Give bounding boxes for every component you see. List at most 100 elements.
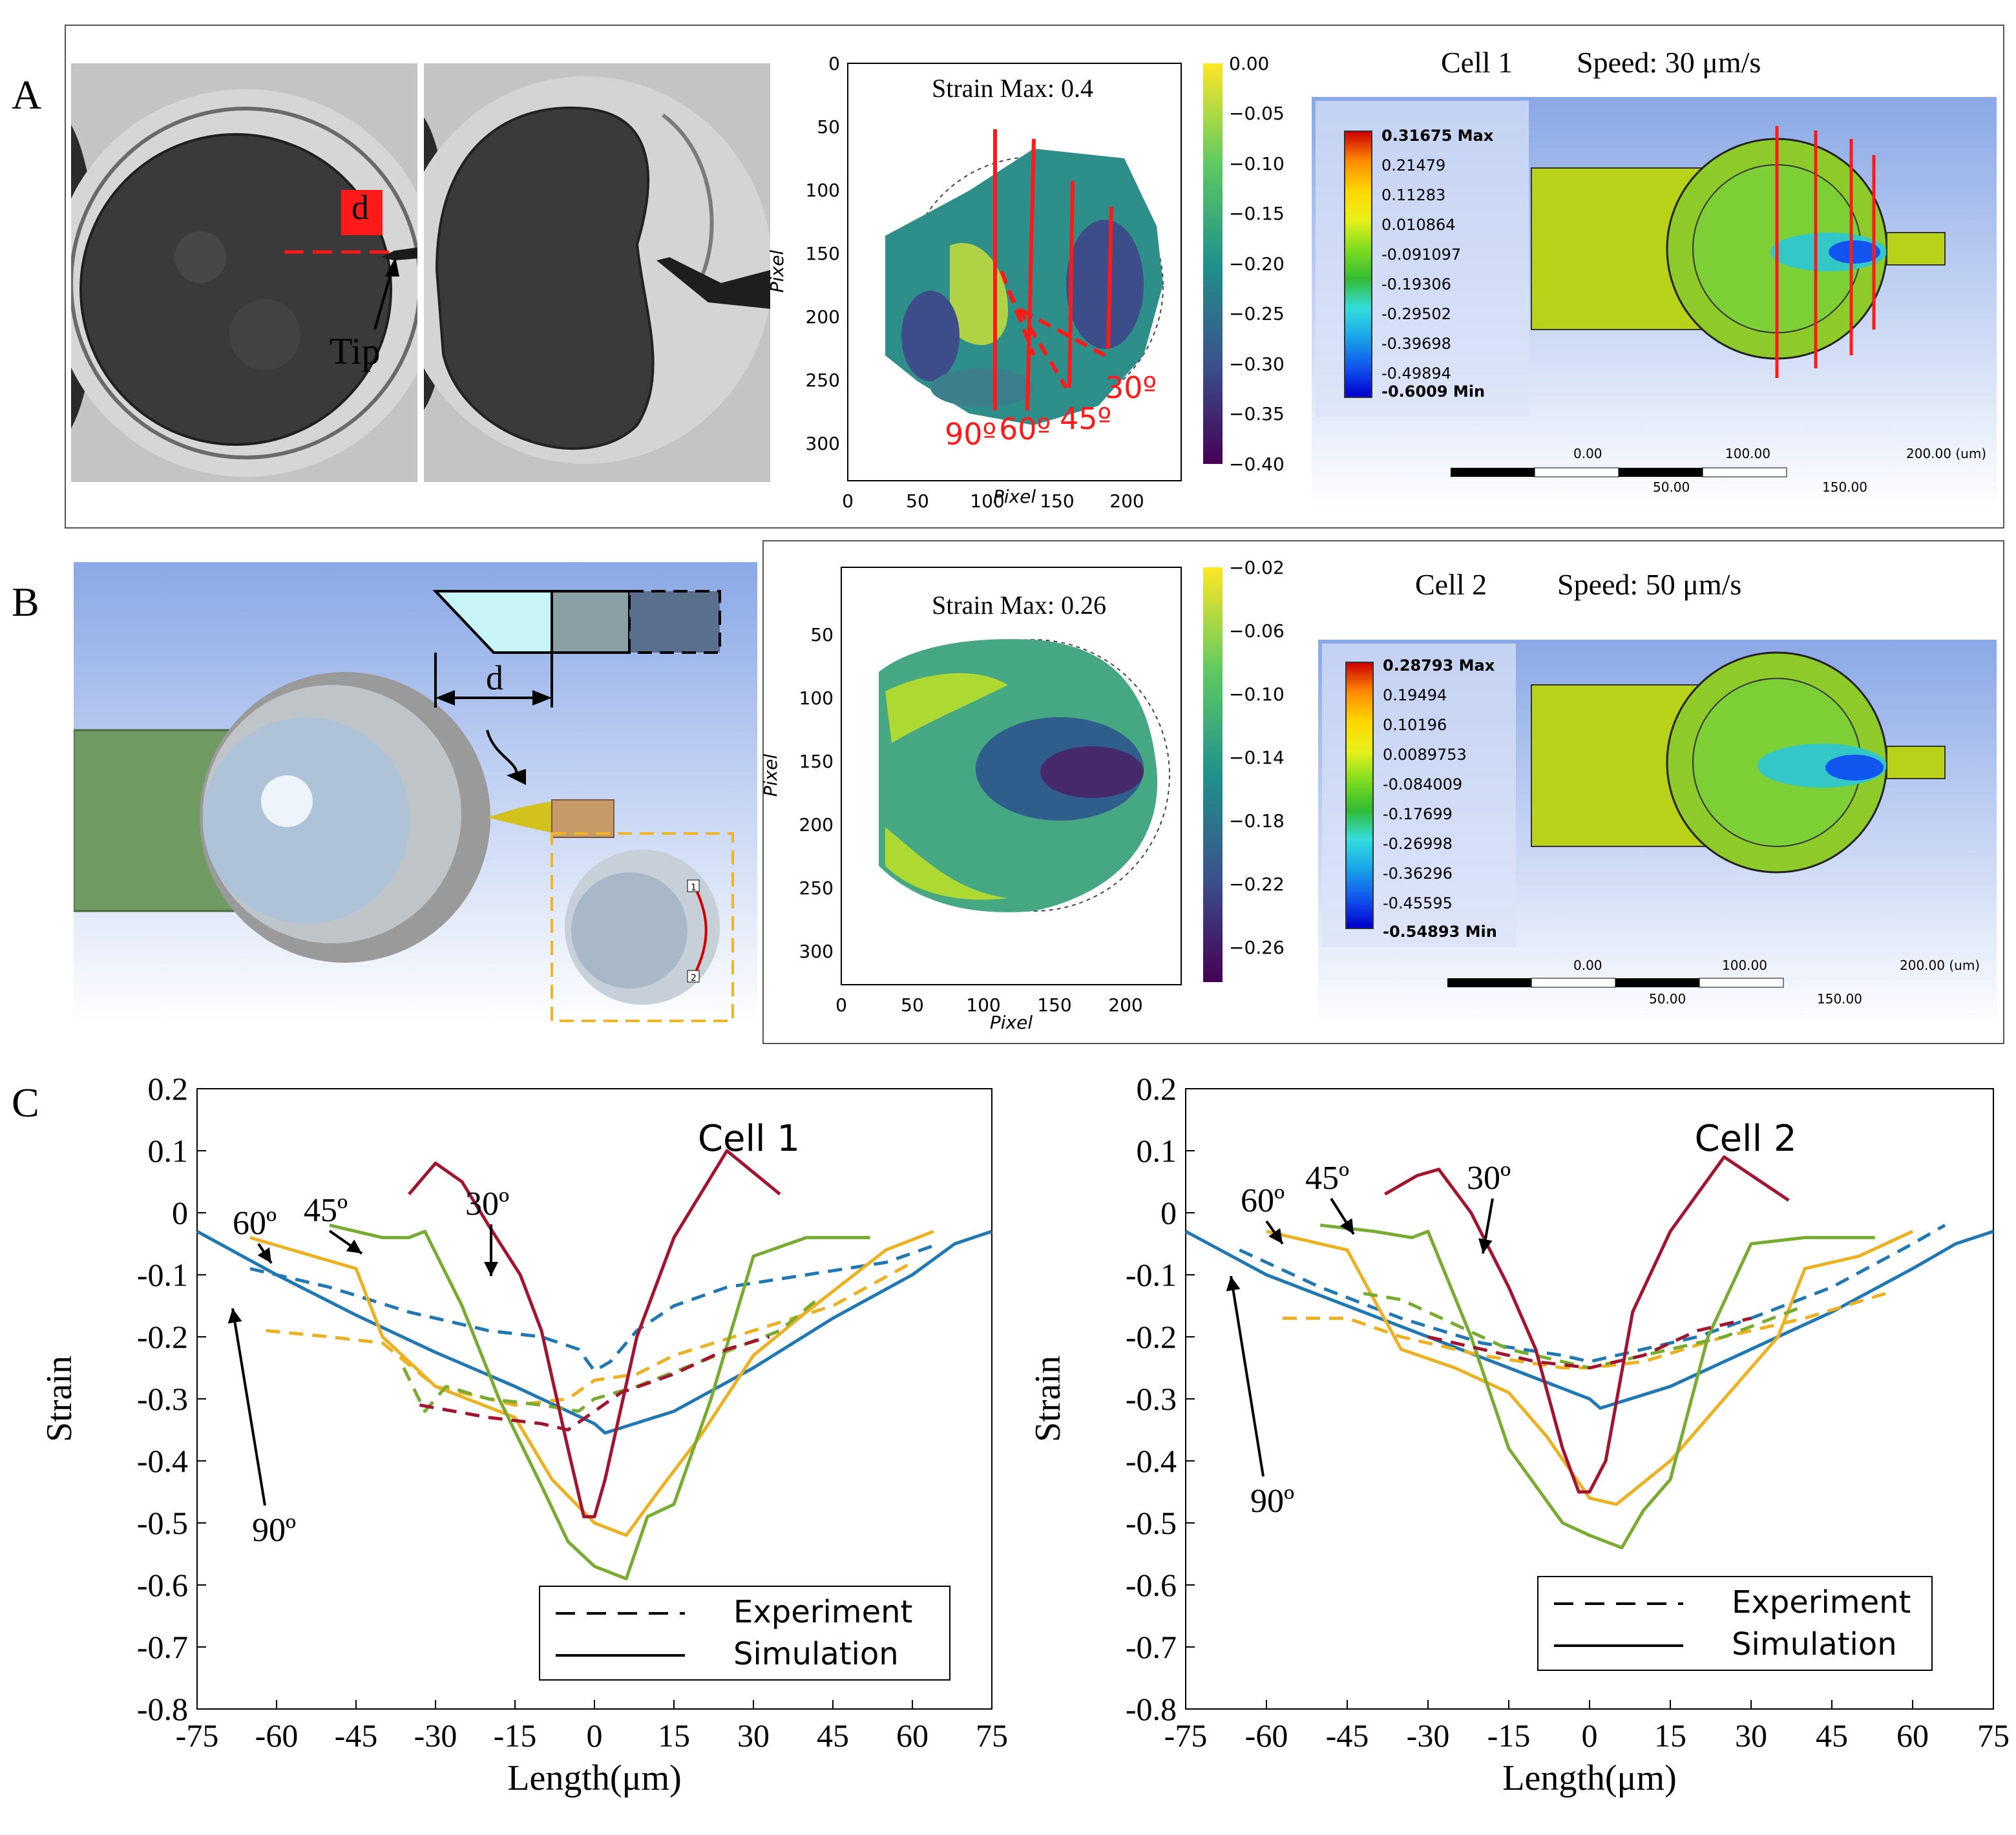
angle-label-30: 30º — [1105, 370, 1157, 405]
contour-b-ytick: 100 — [799, 687, 834, 709]
y-tick-label: -0.8 — [137, 1691, 188, 1727]
contour-a-xtick: 100 — [970, 490, 1004, 512]
angle-arrowhead — [1226, 1276, 1241, 1292]
contour-b-xtick: 100 — [966, 994, 1000, 1016]
angle-label: 45º — [1305, 1160, 1349, 1197]
sim-a-scale-bottom: 50.00 — [1653, 479, 1690, 495]
contour-b-ytick: 250 — [799, 877, 834, 899]
sim-a-legend-value: -0.49894 — [1381, 364, 1451, 383]
sim-b-scale-top: 100.00 — [1722, 958, 1767, 973]
angle-label-45: 45º — [1060, 401, 1111, 436]
legend-box — [539, 1586, 950, 1681]
angle-label: 30º — [465, 1186, 509, 1222]
sim-b-scale-top: 200.00 (um) — [1900, 958, 1980, 973]
y-tick-label: 0.2 — [1137, 1071, 1177, 1107]
sim-b-scale-bottom: 150.00 — [1817, 991, 1862, 1007]
contour-a-xtick: 50 — [906, 490, 929, 512]
sim-b-legend-value: 0.28793 Max — [1383, 656, 1495, 675]
sim-b-legend-value: -0.17699 — [1383, 805, 1453, 823]
y-axis-label: Strain — [1028, 1356, 1068, 1442]
contour-a-ytick: 100 — [806, 180, 840, 201]
series-line — [408, 1149, 781, 1518]
contour-a-ytick: 0 — [828, 53, 840, 74]
contour-a-xticks: 0 50 100 150 200 — [842, 490, 1144, 512]
angle-arrow — [1230, 1275, 1265, 1477]
colorbar-a-tick: −0.05 — [1229, 103, 1285, 124]
x-tick-label: 75 — [1977, 1717, 2010, 1754]
y-tick-label: -0.7 — [1126, 1629, 1177, 1665]
model-b-d-label: d — [486, 658, 503, 697]
chart-title: Cell 1 — [698, 1118, 800, 1160]
angle-label: 60º — [233, 1205, 277, 1242]
sim-b-legend-swatches — [1345, 662, 1374, 929]
contour-a-ytick: 50 — [817, 116, 840, 138]
series-line — [329, 1223, 870, 1580]
contour-b-xtick: 150 — [1037, 994, 1071, 1016]
series-line — [1266, 1230, 1914, 1506]
y-tick-label: -0.8 — [1126, 1691, 1177, 1727]
contour-a-angle-labels: 90º 60º 45º 30º — [945, 370, 1157, 452]
angle-arrowhead — [346, 1239, 362, 1253]
sim-b-legend-value: -0.36296 — [1383, 865, 1453, 883]
x-tick-label: -15 — [494, 1717, 537, 1754]
model-b-drawing — [74, 590, 734, 1022]
contour-b-ytick: 50 — [810, 624, 834, 645]
colorbar-b-tick: −0.26 — [1229, 937, 1285, 958]
angle-label: 45º — [304, 1192, 348, 1229]
series-line — [249, 1242, 940, 1373]
contour-a-xtick: 200 — [1109, 490, 1144, 512]
sim-a-legend-value: 0.11283 — [1381, 186, 1446, 204]
series-line — [196, 1230, 992, 1435]
sim-a-legend-value: -0.29502 — [1381, 305, 1451, 323]
contour-b-ytick: 300 — [799, 941, 834, 962]
y-tick-label: -0.1 — [137, 1257, 188, 1293]
sim-a-legend-value: 0.21479 — [1381, 156, 1446, 174]
series-line — [266, 1261, 914, 1407]
sim-a-speed-label: Speed: 30 μm/s — [1577, 46, 1761, 79]
sim-a-legend: 0.31675 Max 0.21479 0.11283 0.010864 -0.… — [1344, 127, 1531, 404]
legend-simulation-label: Simulation — [1732, 1626, 1897, 1662]
contour-a-xlabel: Pixel — [993, 486, 1036, 507]
colorbar-b-tick: −0.22 — [1229, 874, 1285, 895]
angle-arrowhead — [227, 1308, 242, 1324]
x-tick-label: 30 — [737, 1717, 770, 1754]
model-b-marker-2: 2 — [691, 973, 697, 983]
x-axis-label: Length(μm) — [507, 1758, 682, 1798]
contour-b-xticks: 0 50 100 150 200 — [835, 994, 1143, 1016]
panel-b-label: B — [12, 579, 39, 625]
contour-b-xtick: 0 — [835, 994, 847, 1016]
sim-b-legend-value: -0.45595 — [1383, 894, 1453, 912]
x-tick-label: 0 — [1582, 1717, 1598, 1754]
panel-a-label: A — [12, 72, 42, 118]
y-tick-label: 0.2 — [148, 1071, 189, 1107]
contour-b-yticks: 50 100 150 200 250 300 — [799, 624, 834, 962]
colorbar-a-tick: −0.25 — [1229, 303, 1285, 324]
colorbar-b-tick: −0.02 — [1229, 557, 1285, 578]
sim-a-legend-value: 0.010864 — [1381, 216, 1456, 234]
micrograph-before-drawing — [71, 63, 417, 482]
series-line — [1363, 1292, 1806, 1370]
y-tick-label: -0.1 — [1126, 1257, 1177, 1293]
x-tick-label: -75 — [176, 1717, 219, 1754]
series-line — [249, 1230, 934, 1537]
x-tick-label: -45 — [335, 1717, 378, 1754]
y-tick-label: 0.1 — [1137, 1133, 1177, 1169]
contour-b-title: Strain Max: 0.26 — [932, 591, 1106, 620]
x-tick-label: 30 — [1735, 1717, 1767, 1754]
sim-b-legend-value: 0.19494 — [1383, 686, 1447, 704]
x-tick-label: -15 — [1487, 1717, 1531, 1754]
sim-b-legend-value: -0.084009 — [1383, 775, 1463, 793]
sim-a-legend-value: -0.39698 — [1381, 335, 1451, 353]
sim-b-legend-value: -0.26998 — [1383, 835, 1453, 853]
panel-b-frame — [762, 540, 2004, 1044]
x-tick-label: 60 — [896, 1717, 929, 1754]
x-tick-label: -30 — [1407, 1717, 1450, 1754]
series-line — [1427, 1316, 1752, 1370]
sim-a-scale-top: 100.00 — [1725, 446, 1770, 461]
y-tick-label: 0.1 — [148, 1133, 189, 1169]
legend-box — [1537, 1576, 1933, 1671]
contour-b-ytick: 200 — [799, 814, 834, 835]
x-tick-label: -60 — [1245, 1717, 1288, 1754]
micrograph-after-drawing — [424, 63, 770, 482]
colorbar-b-tick: −0.06 — [1229, 620, 1285, 642]
